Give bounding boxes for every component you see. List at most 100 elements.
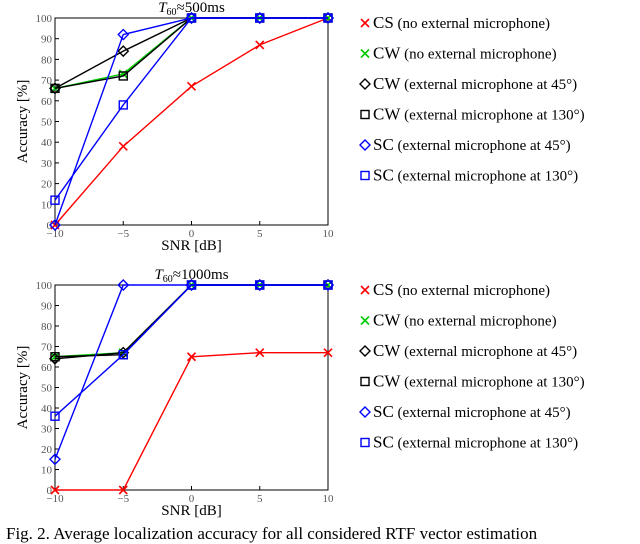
axes-frame bbox=[54, 17, 329, 226]
y-tick-label: 90 bbox=[41, 301, 53, 313]
data-point-sc130 bbox=[118, 350, 128, 360]
legend: CS (no external microphone) CW (no extern… bbox=[359, 280, 585, 452]
series-line-cw45 bbox=[54, 17, 328, 89]
figure-caption: Fig. 2. Average localization accuracy fo… bbox=[6, 524, 538, 543]
chart-panel-1: 0 10 20 30 40 50 60 70 80 90 100 −10 −5 0 5 10 SNR [dB] A… bbox=[15, 0, 585, 254]
data-point-cw130 bbox=[118, 71, 128, 81]
y-tick-label: 60 bbox=[41, 362, 53, 374]
x-tick-label: 5 bbox=[257, 493, 263, 505]
data-point-sc45 bbox=[49, 219, 61, 231]
series-sc130 bbox=[50, 13, 333, 205]
y-tick-label: 60 bbox=[41, 96, 53, 108]
y-tick-label: 0 bbox=[47, 485, 53, 497]
chart-panel-2: 0 10 20 30 40 50 60 70 80 90 100 −10 −5 0 5 10 SNR [dB] A… bbox=[15, 267, 585, 519]
data-point-sc130 bbox=[255, 280, 265, 290]
chart-title: T60≈1000ms bbox=[154, 267, 228, 285]
data-point-sc130 bbox=[118, 100, 128, 110]
y-tick-label: 10 bbox=[41, 199, 53, 211]
x-tick-label: 0 bbox=[189, 493, 195, 505]
legend-marker-sc45 bbox=[359, 139, 371, 151]
legend-entry-cw: CW (no external microphone) bbox=[373, 311, 557, 330]
y-axis-label: Accuracy [%] bbox=[15, 80, 31, 164]
legend-entry-cw130: CW (external microphone at 130°) bbox=[373, 372, 585, 391]
x-tick-label: 5 bbox=[257, 228, 263, 240]
data-point-sc130 bbox=[255, 13, 265, 23]
x-tick-label: 0 bbox=[189, 228, 195, 240]
series-cs bbox=[50, 348, 333, 495]
data-point-sc45 bbox=[49, 453, 61, 466]
legend-entry-sc45: SC (external microphone at 45°) bbox=[373, 135, 571, 154]
legend-marker-cw130 bbox=[360, 376, 370, 387]
y-tick-label: 70 bbox=[41, 342, 53, 354]
series-line-cs bbox=[54, 17, 329, 226]
y-tick-label: 20 bbox=[41, 179, 53, 191]
series-cw bbox=[50, 13, 333, 93]
y-tick-label: 70 bbox=[41, 75, 53, 87]
data-point-sc130 bbox=[186, 13, 197, 23]
x-tick-label: −5 bbox=[117, 493, 129, 505]
legend-marker-sc130 bbox=[360, 437, 370, 448]
legend-marker-cw45 bbox=[359, 345, 371, 357]
series-cw130 bbox=[50, 280, 333, 362]
chart-title: T60≈500ms bbox=[158, 0, 225, 18]
series-line-cw bbox=[54, 17, 328, 90]
data-point-cw130 bbox=[50, 83, 60, 94]
y-tick-label: 40 bbox=[41, 137, 53, 149]
x-tick-label: −5 bbox=[117, 228, 129, 240]
series-line-cw130 bbox=[54, 284, 328, 358]
y-tick-label: 10 bbox=[41, 465, 53, 477]
legend-entry-cs: CS (no external microphone) bbox=[373, 13, 550, 32]
series-sc45 bbox=[49, 12, 334, 231]
series-line-sc130 bbox=[54, 284, 328, 417]
data-point-cw130 bbox=[50, 352, 60, 362]
legend-entry-sc130: SC (external microphone at 130°) bbox=[373, 166, 578, 185]
data-point-cs bbox=[50, 485, 60, 495]
data-point-sc130 bbox=[186, 280, 197, 290]
legend-marker-cs bbox=[360, 285, 370, 295]
data-point-sc130 bbox=[50, 195, 60, 205]
legend-entry-sc45: SC (external microphone at 45°) bbox=[373, 402, 571, 421]
data-point-cs bbox=[255, 40, 265, 50]
y-tick-label: 100 bbox=[36, 280, 53, 292]
data-point-sc130 bbox=[323, 280, 333, 290]
data-point-cs bbox=[118, 485, 128, 495]
data-point-cs bbox=[118, 141, 128, 151]
y-tick-label: 30 bbox=[41, 158, 53, 170]
series-line-sc45 bbox=[54, 17, 328, 226]
legend-entry-cw: CW (no external microphone) bbox=[373, 44, 557, 63]
y-tick-label: 80 bbox=[41, 321, 53, 333]
data-point-cs bbox=[186, 81, 197, 91]
x-tick-label: 10 bbox=[323, 228, 335, 240]
data-point-sc130 bbox=[323, 13, 333, 23]
series-line-sc130 bbox=[54, 17, 328, 201]
series-line-cs bbox=[55, 351, 328, 491]
series-cw bbox=[50, 280, 333, 362]
y-tick-label: 40 bbox=[41, 403, 53, 415]
data-point-cs bbox=[255, 348, 265, 358]
legend-marker-cw130 bbox=[360, 109, 370, 120]
legend-entry-cw130: CW (external microphone at 130°) bbox=[373, 105, 585, 124]
y-tick-label: 30 bbox=[41, 424, 53, 436]
axes-frame bbox=[54, 284, 329, 491]
data-point-sc130 bbox=[50, 411, 60, 421]
series-line-cw130 bbox=[54, 17, 328, 90]
y-tick-label: 0 bbox=[47, 220, 53, 232]
series-line-sc45 bbox=[54, 284, 328, 460]
legend: CS (no external microphone) CW (no extern… bbox=[359, 13, 585, 185]
y-tick-label: 20 bbox=[41, 444, 53, 456]
data-point-sc45 bbox=[117, 28, 130, 41]
data-point-sc45 bbox=[117, 279, 130, 291]
series-cw45 bbox=[49, 279, 334, 365]
legend-entry-sc130: SC (external microphone at 130°) bbox=[373, 433, 578, 452]
legend-marker-cw bbox=[360, 48, 370, 59]
legend-marker-cw bbox=[360, 315, 370, 326]
data-point-cw45 bbox=[117, 45, 130, 58]
data-point-cs bbox=[323, 348, 333, 358]
data-point-cs bbox=[186, 352, 197, 362]
series-sc45 bbox=[49, 279, 334, 466]
legend-marker-sc45 bbox=[359, 406, 371, 418]
x-tick-label: 10 bbox=[323, 493, 335, 505]
legend-entry-cs: CS (no external microphone) bbox=[373, 280, 550, 299]
x-axis-label: SNR [dB] bbox=[161, 503, 221, 519]
